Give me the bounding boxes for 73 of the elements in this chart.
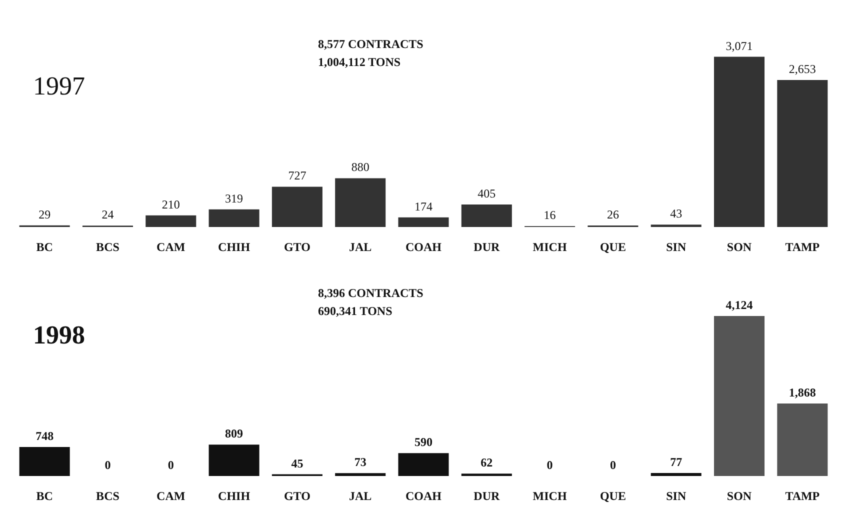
x-tick-label: GTO [284, 240, 310, 254]
bar [19, 446, 70, 476]
data-label: 727 [288, 168, 306, 183]
data-label: 748 [36, 428, 54, 443]
data-label: 210 [162, 197, 180, 212]
data-label: 2,653 [788, 62, 816, 76]
text: 1997 [33, 72, 85, 100]
text: 8,577 CONTRACTS [318, 37, 424, 51]
x-tick-label: GTO [284, 489, 310, 503]
annotation: 1,004,112 TONS [318, 55, 401, 69]
data-label: 405 [478, 186, 496, 201]
data-label: 4,124 [726, 298, 753, 312]
bar [208, 444, 260, 476]
bar [777, 80, 828, 227]
bar [650, 473, 702, 476]
x-tick-label: CHIH [218, 489, 251, 503]
data-label: 880 [351, 160, 370, 174]
data-label: 3,071 [726, 38, 753, 53]
x-tick-label: QUE [600, 489, 626, 503]
text: 8,396 CONTRACTS [318, 286, 424, 300]
x-tick-label: JAL [349, 489, 372, 503]
x-tick-label: TAMP [785, 240, 820, 254]
x-tick-label: SON [726, 240, 752, 254]
chart-title: 1998 [33, 320, 85, 350]
data-label: 1,868 [788, 386, 816, 400]
bar [714, 316, 765, 476]
x-tick-label: CAM [156, 240, 186, 254]
bar [777, 404, 828, 476]
bar [335, 473, 386, 476]
bar [208, 209, 260, 227]
x-tick-label: QUE [600, 240, 626, 254]
data-label: 0 [610, 458, 616, 472]
bar [461, 204, 512, 227]
x-tick-label: DUR [474, 489, 500, 503]
x-tick-label: CHIH [218, 240, 251, 254]
annotation: 690,341 TONS [318, 304, 393, 318]
data-label: 590 [414, 435, 432, 450]
data-label: 174 [414, 199, 432, 214]
data-label: 29 [38, 207, 51, 222]
x-tick-label: SIN [666, 489, 686, 503]
data-label: 62 [480, 456, 493, 470]
x-tick-label: BC [36, 240, 53, 254]
bar [146, 215, 196, 227]
x-tick-label: DUR [474, 240, 500, 254]
bar [398, 217, 449, 227]
x-tick-label: MICH [532, 489, 568, 503]
data-label: 0 [104, 458, 111, 472]
data-label: 319 [225, 191, 244, 206]
data-label: 43 [670, 206, 682, 221]
x-tick-label: SON [726, 489, 752, 503]
data-label: 0 [546, 458, 553, 472]
x-tick-label: SIN [666, 240, 686, 254]
x-tick-label: BCS [96, 240, 120, 254]
x-tick-label: COAH [406, 489, 442, 503]
data-label: 809 [225, 426, 244, 441]
data-label: 26 [606, 208, 619, 222]
bar [714, 56, 765, 227]
x-tick-label: BC [36, 489, 53, 503]
data-label: 77 [670, 455, 682, 470]
bar [272, 186, 322, 227]
x-tick-label: COAH [406, 240, 442, 254]
x-tick-label: CAM [156, 489, 186, 503]
data-label: 73 [354, 455, 366, 470]
data-label: 16 [544, 208, 556, 222]
x-tick-label: MICH [532, 240, 568, 254]
x-tick-label: BCS [96, 489, 120, 503]
data-label: 24 [102, 208, 114, 222]
bar [335, 178, 386, 227]
bar [398, 453, 449, 476]
x-tick-label: JAL [349, 240, 372, 254]
x-tick-label: TAMP [785, 489, 820, 503]
data-label: 0 [168, 458, 174, 472]
data-label: 45 [291, 456, 304, 470]
